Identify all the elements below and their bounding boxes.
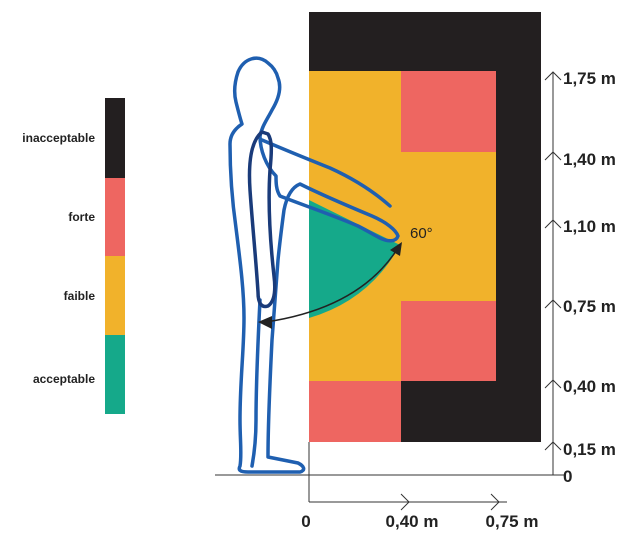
horizontal-label-075: 0,75 m (486, 512, 539, 531)
angle-arc-curve (265, 247, 399, 323)
zone-acceptable-sector (309, 200, 400, 318)
zone-forte-lower-left (309, 381, 401, 442)
vertical-axis: 1,75 m 1,40 m 1,10 m 0,75 m 0,40 m 0,15 … (544, 69, 616, 486)
vertical-label-040: 0,40 m (563, 377, 616, 396)
legend-label-acceptable: acceptable (33, 372, 95, 386)
vertical-label-075: 0,75 m (563, 297, 616, 316)
vertical-label-110: 1,10 m (563, 217, 616, 236)
zone-forte-upper (401, 71, 496, 152)
zone-forte-middle (401, 301, 496, 381)
vertical-tick-arrow-4 (544, 299, 562, 309)
vertical-tick-arrow-5 (544, 379, 562, 389)
horizontal-tick-arrow-2 (490, 493, 500, 511)
vertical-tick-arrow-3 (544, 219, 562, 229)
angle-arc: 60° (258, 225, 433, 329)
vertical-tick-arrow-6 (544, 441, 562, 451)
legend: inacceptable forte faible acceptable (22, 98, 125, 414)
zone-grid (309, 12, 541, 442)
horizontal-axis: 0 0,40 m 0,75 m (301, 442, 538, 531)
vertical-label-015: 0,15 m (563, 440, 616, 459)
legend-swatch-inacceptable (105, 98, 125, 178)
angle-arrowhead-upper (390, 242, 402, 256)
horizontal-label-0: 0 (301, 512, 310, 531)
legend-label-faible: faible (64, 289, 96, 303)
angle-label: 60° (410, 225, 433, 242)
legend-label-forte: forte (68, 210, 95, 224)
vertical-tick-arrow-2 (544, 151, 562, 161)
legend-swatch-faible (105, 256, 125, 335)
horizontal-label-040: 0,40 m (386, 512, 439, 531)
arm-inner-line (260, 138, 392, 208)
legend-swatch-forte (105, 178, 125, 256)
vertical-label-175: 1,75 m (563, 69, 616, 88)
vertical-label-140: 1,40 m (563, 150, 616, 169)
leg-contour (250, 298, 262, 468)
vertical-tick-arrow-1 (544, 71, 562, 81)
horizontal-tick-arrow-1 (400, 493, 410, 511)
legend-label-inacceptable: inacceptable (22, 131, 95, 145)
angle-arrowhead-lower (258, 316, 272, 329)
rear-arm (247, 130, 277, 309)
rear-arm-outline (247, 130, 277, 309)
vertical-label-0: 0 (563, 467, 572, 486)
legend-swatch-acceptable (105, 335, 125, 414)
